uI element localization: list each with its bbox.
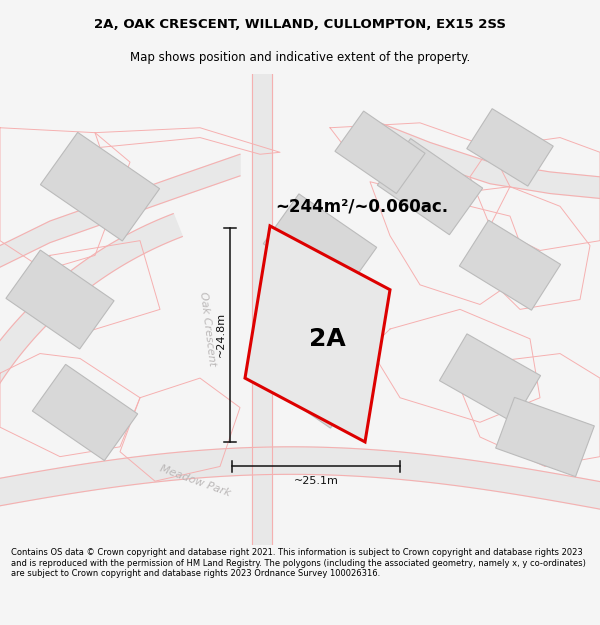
Polygon shape bbox=[0, 447, 600, 509]
Polygon shape bbox=[467, 109, 553, 186]
Polygon shape bbox=[335, 111, 425, 194]
Polygon shape bbox=[0, 214, 182, 566]
Polygon shape bbox=[496, 398, 595, 477]
Text: ~24.8m: ~24.8m bbox=[216, 312, 226, 358]
Polygon shape bbox=[252, 74, 272, 545]
Polygon shape bbox=[0, 154, 240, 267]
Polygon shape bbox=[6, 250, 114, 349]
Text: Contains OS data © Crown copyright and database right 2021. This information is : Contains OS data © Crown copyright and d… bbox=[11, 548, 586, 578]
Text: 2A, OAK CRESCENT, WILLAND, CULLOMPTON, EX15 2SS: 2A, OAK CRESCENT, WILLAND, CULLOMPTON, E… bbox=[94, 18, 506, 31]
Polygon shape bbox=[380, 123, 600, 198]
Polygon shape bbox=[460, 220, 560, 310]
Polygon shape bbox=[40, 132, 160, 241]
Polygon shape bbox=[263, 194, 377, 298]
Polygon shape bbox=[255, 328, 365, 428]
Polygon shape bbox=[32, 364, 137, 461]
Text: Oak Crescent: Oak Crescent bbox=[199, 291, 218, 367]
Polygon shape bbox=[377, 139, 482, 235]
Text: 2A: 2A bbox=[309, 327, 346, 351]
Text: Map shows position and indicative extent of the property.: Map shows position and indicative extent… bbox=[130, 51, 470, 64]
Text: Meadow Park: Meadow Park bbox=[158, 464, 232, 499]
Polygon shape bbox=[439, 334, 541, 422]
Text: ~25.1m: ~25.1m bbox=[293, 476, 338, 486]
Text: ~244m²/~0.060ac.: ~244m²/~0.060ac. bbox=[275, 198, 448, 215]
Polygon shape bbox=[245, 226, 390, 442]
